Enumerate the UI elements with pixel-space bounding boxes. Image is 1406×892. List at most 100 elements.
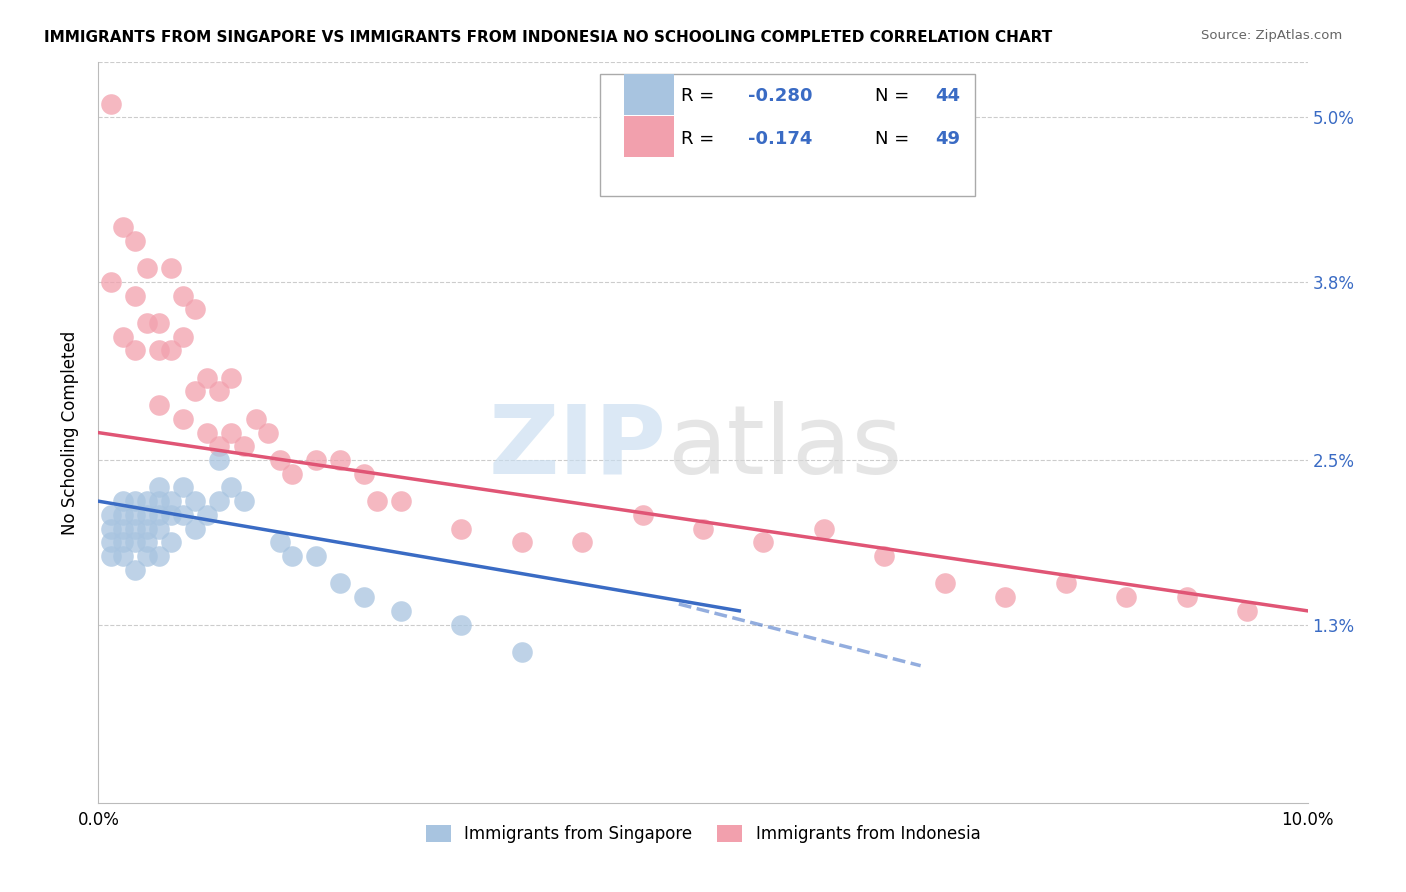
Point	[124, 522, 146, 536]
Point	[281, 549, 304, 563]
Text: 49: 49	[935, 129, 960, 148]
Point	[124, 343, 146, 358]
Point	[184, 522, 207, 536]
Point	[100, 508, 122, 522]
Point	[160, 343, 183, 358]
Text: -0.280: -0.280	[748, 87, 813, 105]
Point	[124, 494, 146, 508]
Point	[148, 549, 170, 563]
Point	[208, 453, 231, 467]
Point	[124, 508, 146, 522]
Point	[366, 494, 388, 508]
Text: R =: R =	[682, 129, 725, 148]
Y-axis label: No Schooling Completed: No Schooling Completed	[60, 331, 79, 534]
Point	[135, 261, 157, 276]
Point	[124, 234, 146, 248]
Point	[221, 371, 243, 385]
Text: R =: R =	[682, 87, 720, 105]
Point	[269, 453, 291, 467]
Point	[111, 494, 134, 508]
Point	[100, 275, 122, 289]
Point	[281, 467, 304, 481]
Point	[221, 425, 243, 440]
Text: N =: N =	[875, 129, 915, 148]
FancyBboxPatch shape	[600, 73, 976, 195]
Point	[208, 494, 231, 508]
Point	[450, 617, 472, 632]
Point	[571, 535, 593, 549]
Point	[148, 494, 170, 508]
Point	[135, 316, 157, 330]
Point	[269, 535, 291, 549]
Point	[111, 522, 134, 536]
Point	[232, 439, 254, 453]
Text: N =: N =	[875, 87, 915, 105]
Point	[221, 480, 243, 494]
Point	[100, 535, 122, 549]
Point	[195, 371, 218, 385]
Point	[450, 522, 472, 536]
Point	[100, 96, 122, 111]
FancyBboxPatch shape	[624, 73, 673, 115]
Point	[148, 508, 170, 522]
Point	[510, 645, 533, 659]
Point	[135, 508, 157, 522]
Point	[1054, 576, 1077, 591]
Point	[160, 261, 183, 276]
Point	[934, 576, 956, 591]
Point	[232, 494, 254, 508]
Point	[111, 549, 134, 563]
Point	[135, 549, 157, 563]
Point	[873, 549, 896, 563]
Point	[100, 522, 122, 536]
Point	[135, 522, 157, 536]
Point	[510, 535, 533, 549]
Point	[208, 439, 231, 453]
Point	[160, 494, 183, 508]
Point	[692, 522, 714, 536]
Point	[124, 563, 146, 577]
Point	[994, 590, 1017, 604]
Point	[305, 549, 328, 563]
Point	[329, 453, 352, 467]
Point	[148, 480, 170, 494]
Point	[124, 535, 146, 549]
Point	[111, 535, 134, 549]
Point	[1175, 590, 1198, 604]
Point	[124, 288, 146, 302]
Point	[172, 480, 194, 494]
Point	[256, 425, 278, 440]
Point	[184, 302, 207, 317]
Point	[813, 522, 835, 536]
Point	[184, 494, 207, 508]
Point	[172, 412, 194, 426]
Point	[1236, 604, 1258, 618]
Point	[111, 329, 134, 343]
Point	[148, 522, 170, 536]
Point	[1115, 590, 1137, 604]
Text: Source: ZipAtlas.com: Source: ZipAtlas.com	[1202, 29, 1343, 43]
Text: IMMIGRANTS FROM SINGAPORE VS IMMIGRANTS FROM INDONESIA NO SCHOOLING COMPLETED CO: IMMIGRANTS FROM SINGAPORE VS IMMIGRANTS …	[44, 29, 1052, 45]
Text: ZIP: ZIP	[489, 401, 666, 494]
Point	[148, 343, 170, 358]
Point	[148, 316, 170, 330]
Point	[389, 494, 412, 508]
Point	[353, 590, 375, 604]
Point	[172, 288, 194, 302]
Point	[195, 508, 218, 522]
Point	[631, 508, 654, 522]
Point	[160, 508, 183, 522]
Point	[100, 549, 122, 563]
Point	[195, 425, 218, 440]
Point	[208, 384, 231, 399]
FancyBboxPatch shape	[624, 116, 673, 157]
Point	[111, 508, 134, 522]
Point	[135, 494, 157, 508]
Point	[752, 535, 775, 549]
Point	[148, 398, 170, 412]
Text: atlas: atlas	[666, 401, 901, 494]
Point	[245, 412, 267, 426]
Point	[160, 535, 183, 549]
Point	[135, 535, 157, 549]
Point	[172, 508, 194, 522]
